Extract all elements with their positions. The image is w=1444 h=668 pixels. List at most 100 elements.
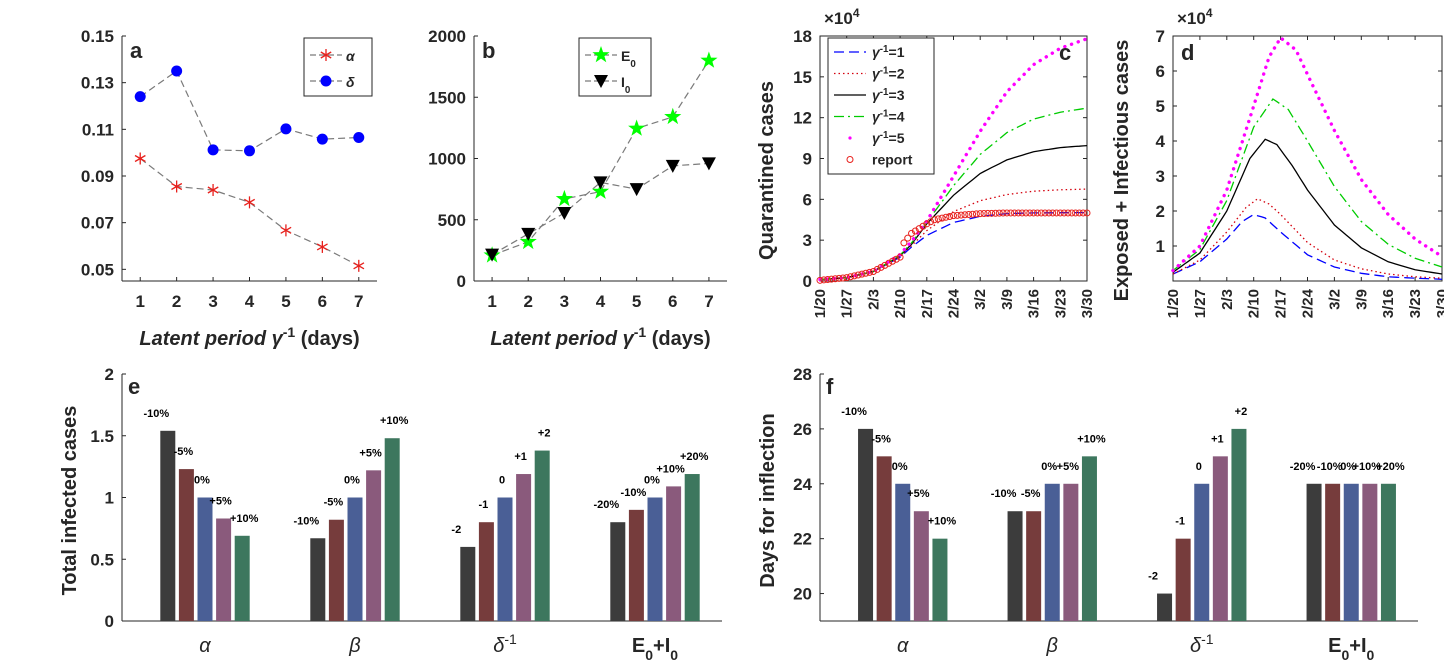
- bar-label: -2: [451, 524, 461, 536]
- report-point: [938, 214, 946, 222]
- y-tick-label: 500: [438, 211, 466, 230]
- y-axis-label: Quarantined cases: [756, 81, 778, 260]
- y-tick-label: 0.07: [81, 214, 114, 233]
- y-tick-label: 26: [793, 420, 812, 439]
- bar: [858, 428, 874, 621]
- y-tick-label: 0: [457, 272, 466, 291]
- data-point-asterisk: [320, 49, 332, 61]
- bar-label: +10%: [230, 513, 259, 525]
- x-tick-label: 3/30: [1079, 289, 1096, 318]
- category-label: δ-1: [1190, 631, 1214, 657]
- bar-label: +5%: [209, 495, 232, 507]
- data-point-asterisk: [207, 184, 219, 196]
- data-point-triangle: [485, 248, 500, 262]
- bar-label: -5%: [1021, 488, 1041, 500]
- bar-label: 0: [499, 475, 505, 487]
- bar: [684, 474, 700, 621]
- x-tick-label: 2/24: [946, 288, 963, 318]
- report-point: [1083, 209, 1091, 217]
- x-tick-label: 2/10: [1246, 289, 1263, 318]
- bar-label: +1: [1211, 433, 1224, 445]
- x-tick-label: 4: [596, 292, 606, 311]
- y-tick-label: 24: [793, 475, 812, 494]
- report-point: [1049, 209, 1057, 217]
- x-tick-label: 3/16: [1026, 289, 1043, 318]
- legend-box: [303, 37, 373, 97]
- x-tick-label: 2/10: [892, 289, 909, 318]
- legend-entry: δ: [346, 74, 355, 90]
- report-point: [854, 271, 862, 279]
- bar-label: -10%: [841, 406, 867, 418]
- panel-label: b: [482, 38, 495, 63]
- x-tick-label: 2: [172, 292, 181, 311]
- bar: [310, 538, 326, 621]
- bar-label: +10%: [1353, 461, 1382, 473]
- report-point: [915, 225, 923, 233]
- panel-e: 00.511.52-10%-5%0%+5%+10%α-10%-5%0%+5%+1…: [59, 365, 722, 663]
- report-point: [900, 239, 908, 247]
- report-point: [991, 209, 999, 217]
- x-tick-label: 6: [318, 292, 327, 311]
- x-tick-label: 2/3: [1219, 289, 1236, 310]
- report-point: [923, 220, 931, 228]
- x-tick-label: 3/16: [1380, 289, 1397, 318]
- x-axis-label: Latent period γ-1 (days): [490, 324, 710, 350]
- report-point: [953, 211, 961, 219]
- data-point-circle: [244, 145, 255, 157]
- bar-label: +20%: [680, 451, 709, 463]
- bar-label: 0: [1196, 461, 1202, 473]
- report-point: [988, 209, 996, 217]
- report-point: [1033, 209, 1041, 217]
- report-point: [888, 257, 896, 265]
- data-point-triangle: [629, 183, 644, 197]
- report-point: [1052, 209, 1060, 217]
- y-axis-label: Days for inflection: [757, 413, 779, 587]
- legend-entry: γ-1=2: [872, 65, 905, 82]
- bar-label: +10%: [380, 415, 409, 427]
- bar: [160, 430, 176, 621]
- legend-entry: γ-1=3: [872, 87, 905, 104]
- data-point-triangle: [557, 207, 572, 221]
- x-tick-label: 2/24: [1300, 288, 1317, 318]
- legend: αδ: [303, 37, 373, 97]
- legend-box: [578, 37, 652, 97]
- report-point: [1068, 209, 1076, 217]
- series-line-0: [1172, 213, 1443, 280]
- legend: γ-1=1 γ-1=2 γ-1=3 γ-1=4 γ-1=5 report: [827, 37, 935, 175]
- report-point: [892, 255, 900, 263]
- report-point: [1079, 209, 1087, 217]
- report-point: [869, 267, 877, 275]
- x-tick-label: 3/23: [1407, 289, 1424, 318]
- data-point-circle: [171, 65, 183, 77]
- report-point: [1022, 209, 1030, 217]
- bar: [666, 486, 682, 621]
- report-point: [930, 216, 938, 224]
- x-tick-label: 7: [354, 292, 363, 311]
- data-point-star: [592, 46, 610, 63]
- bar: [1044, 483, 1060, 621]
- x-tick-label: 2/17: [1273, 289, 1290, 318]
- bar-label: -1: [479, 499, 489, 511]
- data-point-triangle: [594, 75, 608, 88]
- bar-label: -5%: [871, 433, 891, 445]
- data-point-star: [591, 182, 610, 199]
- category-label: α: [897, 635, 909, 657]
- category-label: δ-1: [493, 631, 517, 657]
- report-point: [927, 218, 935, 226]
- series-line-2: [1172, 138, 1443, 275]
- report-point: [824, 276, 832, 284]
- y-tick-label: 15: [793, 68, 812, 87]
- category-label: β: [348, 635, 360, 657]
- legend-box: [827, 37, 935, 175]
- bar: [1157, 593, 1173, 621]
- bar: [1007, 511, 1023, 621]
- report-point: [1007, 209, 1015, 217]
- y-tick-label: 7: [1156, 27, 1165, 46]
- bar-label: 0%: [1340, 461, 1356, 473]
- x-tick-label: 3/9: [999, 289, 1016, 310]
- data-point-asterisk: [353, 259, 365, 272]
- bar: [1380, 483, 1396, 621]
- bar: [197, 497, 213, 621]
